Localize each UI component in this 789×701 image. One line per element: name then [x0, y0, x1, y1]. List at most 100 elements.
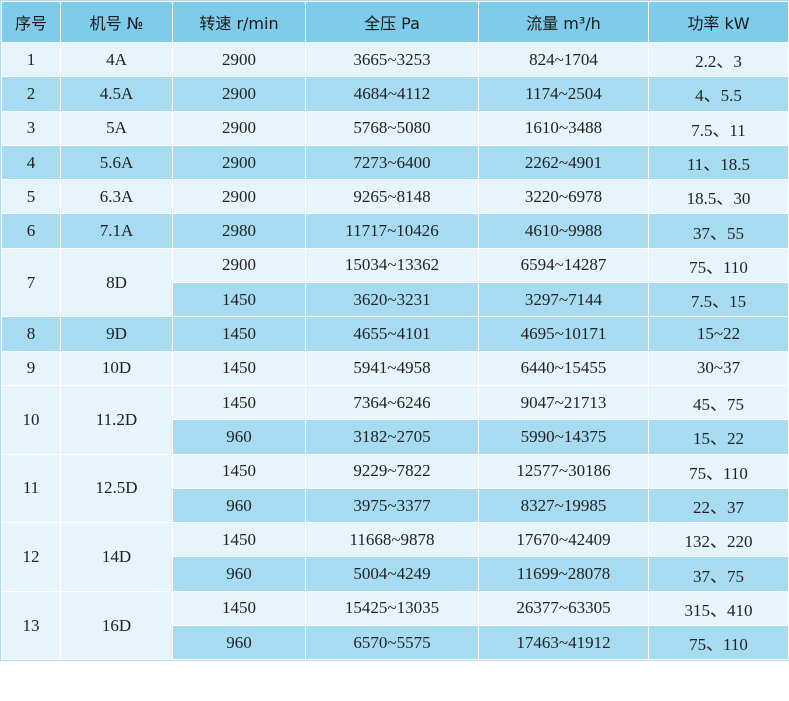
data-cell: 5768~5080: [305, 110, 479, 146]
index-cell: 5: [1, 179, 61, 215]
table-row: 1450 3620~3231 3297~7144 7.5、15: [2, 282, 789, 318]
data-cell: 2900: [172, 76, 306, 112]
index-cell: 9: [1, 350, 61, 386]
data-cell: 2900: [172, 179, 306, 215]
data-cell: 4695~10171: [478, 316, 649, 352]
data-cell: 1450: [172, 453, 306, 489]
data-cell: 5990~14375: [478, 419, 649, 455]
model-cell: 4.5A: [60, 76, 173, 112]
table-row: 10 11.2D 1450 7364~6246 9047~21713 45、75: [1, 384, 789, 455]
data-cell: 824~1704: [478, 41, 649, 78]
data-cell: 11、18.5: [648, 144, 789, 181]
index-cell: 10: [1, 384, 61, 455]
model-cell: 12.5D: [60, 453, 173, 524]
data-cell: 2262~4901: [478, 144, 649, 181]
header-cell: 序号: [1, 1, 61, 43]
index-cell: 6: [1, 213, 61, 249]
data-cell: 1610~3488: [478, 110, 649, 146]
data-cell: 7364~6246: [305, 384, 479, 421]
data-cell: 4684~4112: [305, 76, 479, 112]
model-cell: 8D: [60, 247, 173, 318]
data-cell: 3297~7144: [478, 282, 649, 318]
data-cell: 26377~63305: [478, 590, 649, 627]
data-cell: 4610~9988: [478, 213, 649, 249]
index-cell: 7: [1, 247, 61, 318]
data-cell: 7.5、11: [648, 110, 789, 146]
data-cell: 75、110: [648, 625, 789, 661]
model-cell: 9D: [60, 316, 173, 352]
model-cell: 11.2D: [60, 384, 173, 455]
index-cell: 3: [1, 110, 61, 146]
spec-table: 序号 机号 № 转速 r/min 全压 Pa 流量 m³/h 功率 kW 1 4A 2900 3…: [0, 0, 789, 662]
data-cell: 3220~6978: [478, 179, 649, 215]
data-cell: 1450: [172, 316, 306, 352]
data-cell: 1450: [172, 590, 306, 627]
data-cell: 5941~4958: [305, 350, 479, 386]
data-cell: 9229~7822: [305, 453, 479, 489]
data-cell: 2900: [172, 144, 306, 181]
data-cell: 7.5、15: [648, 282, 789, 318]
index-cell: 2: [1, 76, 61, 112]
table-row: 8 9D 1450 4655~4101 4695~10171 15~22: [1, 316, 789, 352]
data-cell: 4、5.5: [648, 76, 789, 112]
data-cell: 15、22: [648, 419, 789, 455]
data-cell: 1450: [172, 282, 306, 318]
data-cell: 960: [172, 487, 306, 524]
header-cell: 流量 m³/h: [478, 1, 649, 43]
data-cell: 12577~30186: [478, 453, 649, 489]
table-row: 1 4A 2900 3665~3253 824~1704 2.2、3: [1, 41, 789, 78]
data-cell: 9265~8148: [305, 179, 479, 215]
data-cell: 30~37: [648, 350, 789, 386]
data-cell: 1174~2504: [478, 76, 649, 112]
index-cell: 13: [1, 590, 61, 661]
table-row: 960 6570~5575 17463~41912 75、110: [2, 625, 789, 661]
data-cell: 4655~4101: [305, 316, 479, 352]
data-cell: 6570~5575: [305, 625, 479, 661]
data-cell: 6594~14287: [478, 247, 649, 284]
table-row: 960 3182~2705 5990~14375 15、22: [2, 419, 789, 455]
data-cell: 9047~21713: [478, 384, 649, 421]
header-cell: 机号 №: [60, 1, 173, 43]
table-row: 12 14D 1450 11668~9878 17670~42409 132、220: [1, 522, 789, 592]
data-cell: 37、75: [648, 556, 789, 592]
header-cell: 全压 Pa: [305, 1, 479, 43]
model-cell: 16D: [60, 590, 173, 661]
data-cell: 3975~3377: [305, 487, 479, 524]
data-cell: 17463~41912: [478, 625, 649, 661]
data-cell: 17670~42409: [478, 522, 649, 558]
model-cell: 6.3A: [60, 179, 173, 215]
data-cell: 15034~13362: [305, 247, 479, 284]
model-cell: 4A: [60, 41, 173, 78]
data-cell: 75、110: [648, 453, 789, 489]
header-cell: 功率 kW: [648, 1, 789, 43]
table-row: 3 5A 2900 5768~5080 1610~3488 7.5、11: [1, 110, 789, 146]
index-cell: 8: [1, 316, 61, 352]
table-row: 13 16D 1450 15425~13035 26377~63305 315、410: [1, 590, 789, 661]
index-cell: 11: [1, 453, 61, 524]
data-cell: 2900: [172, 41, 306, 78]
data-cell: 22、37: [648, 487, 789, 524]
data-cell: 37、55: [648, 213, 789, 249]
data-cell: 11717~10426: [305, 213, 479, 249]
table-row: 960 5004~4249 11699~28078 37、75: [2, 556, 789, 592]
data-cell: 2900: [172, 247, 306, 284]
index-cell: 1: [1, 41, 61, 78]
data-cell: 11668~9878: [305, 522, 479, 558]
data-cell: 1450: [172, 350, 306, 386]
table-row: 9 10D 1450 5941~4958 6440~15455 30~37: [1, 350, 789, 386]
data-cell: 5004~4249: [305, 556, 479, 592]
data-cell: 1450: [172, 384, 306, 421]
data-cell: 960: [172, 419, 306, 455]
model-cell: 5A: [60, 110, 173, 146]
model-cell: 5.6A: [60, 144, 173, 181]
data-cell: 960: [172, 625, 306, 661]
model-cell: 7.1A: [60, 213, 173, 249]
data-cell: 2900: [172, 110, 306, 146]
index-cell: 4: [1, 144, 61, 181]
data-cell: 15425~13035: [305, 590, 479, 627]
table-row: 6 7.1A 2980 11717~10426 4610~9988 37、55: [1, 213, 789, 249]
data-cell: 18.5、30: [648, 179, 789, 215]
data-cell: 2980: [172, 213, 306, 249]
header-row: 序号 机号 № 转速 r/min 全压 Pa 流量 m³/h 功率 kW: [1, 1, 789, 43]
